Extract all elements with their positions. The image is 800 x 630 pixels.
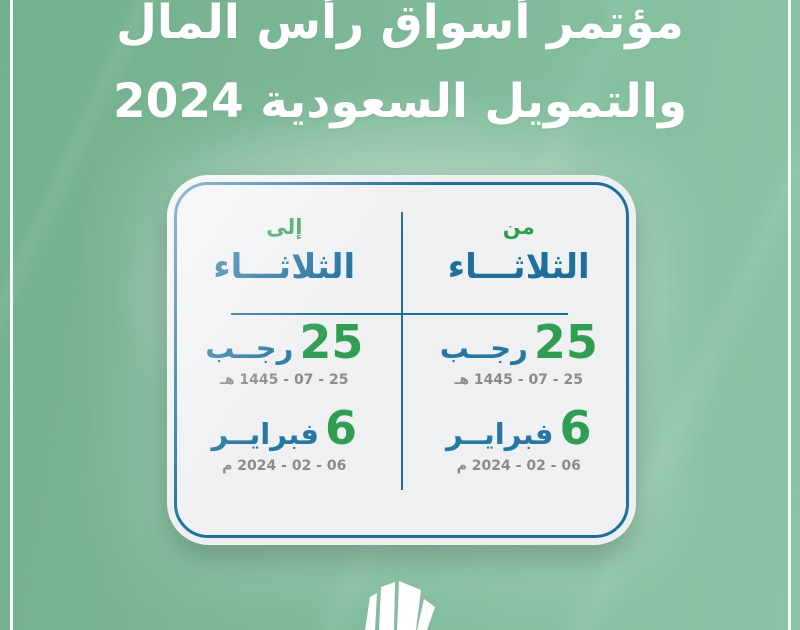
horizontal-divider (231, 313, 568, 315)
to-label: إلى (266, 215, 303, 239)
right-edge-hairline (788, 0, 791, 630)
to-gregorian-date: 6 فبرايــر (211, 405, 357, 451)
poster-title-line2: والتمويل السعودية 2024 (112, 74, 688, 129)
from-gregorian-month: فبرايــر (445, 416, 554, 451)
left-edge-hairline (10, 0, 13, 630)
from-column: من الثلاثـــاء 25 رجــب 25 - 07 - 1445 ه… (402, 175, 637, 545)
to-gregorian-day: 6 (325, 400, 358, 455)
vertical-divider (400, 212, 403, 490)
to-hijri-month: رجــب (205, 330, 294, 365)
to-gregorian-date-numeric: 06 - 02 - 2024 م (222, 457, 347, 474)
from-hijri-date-numeric: 25 - 07 - 1445 هـ (454, 371, 583, 388)
schedule-columns: من الثلاثـــاء 25 رجــب 25 - 07 - 1445 ه… (167, 175, 636, 545)
schedule-card: من الثلاثـــاء 25 رجــب 25 - 07 - 1445 ه… (167, 175, 636, 545)
from-hijri-day: 25 (533, 314, 598, 369)
poster-title: مؤتمر أسواق رأس المال والتمويل السعودية … (0, 0, 800, 141)
from-label: من (502, 215, 535, 239)
to-hijri-day: 25 (299, 314, 364, 369)
to-hijri-date-numeric: 25 - 07 - 1445 هـ (220, 371, 349, 388)
palm-fan-logo-icon (365, 581, 435, 630)
to-day-name: الثلاثـــاء (213, 247, 356, 287)
from-gregorian-date-numeric: 06 - 02 - 2024 م (456, 457, 581, 474)
to-column: إلى الثلاثـــاء 25 رجــب 25 - 07 - 1445 … (167, 175, 402, 545)
to-hijri-date: 25 رجــب (205, 319, 363, 365)
poster-title-line1: مؤتمر أسواق رأس المال (116, 0, 684, 50)
from-hijri-month: رجــب (439, 330, 528, 365)
to-gregorian-month: فبرايــر (211, 416, 320, 451)
from-hijri-date: 25 رجــب (440, 319, 598, 365)
from-day-name: الثلاثـــاء (447, 247, 590, 287)
from-gregorian-date: 6 فبرايــر (446, 405, 592, 451)
from-gregorian-day: 6 (559, 400, 592, 455)
